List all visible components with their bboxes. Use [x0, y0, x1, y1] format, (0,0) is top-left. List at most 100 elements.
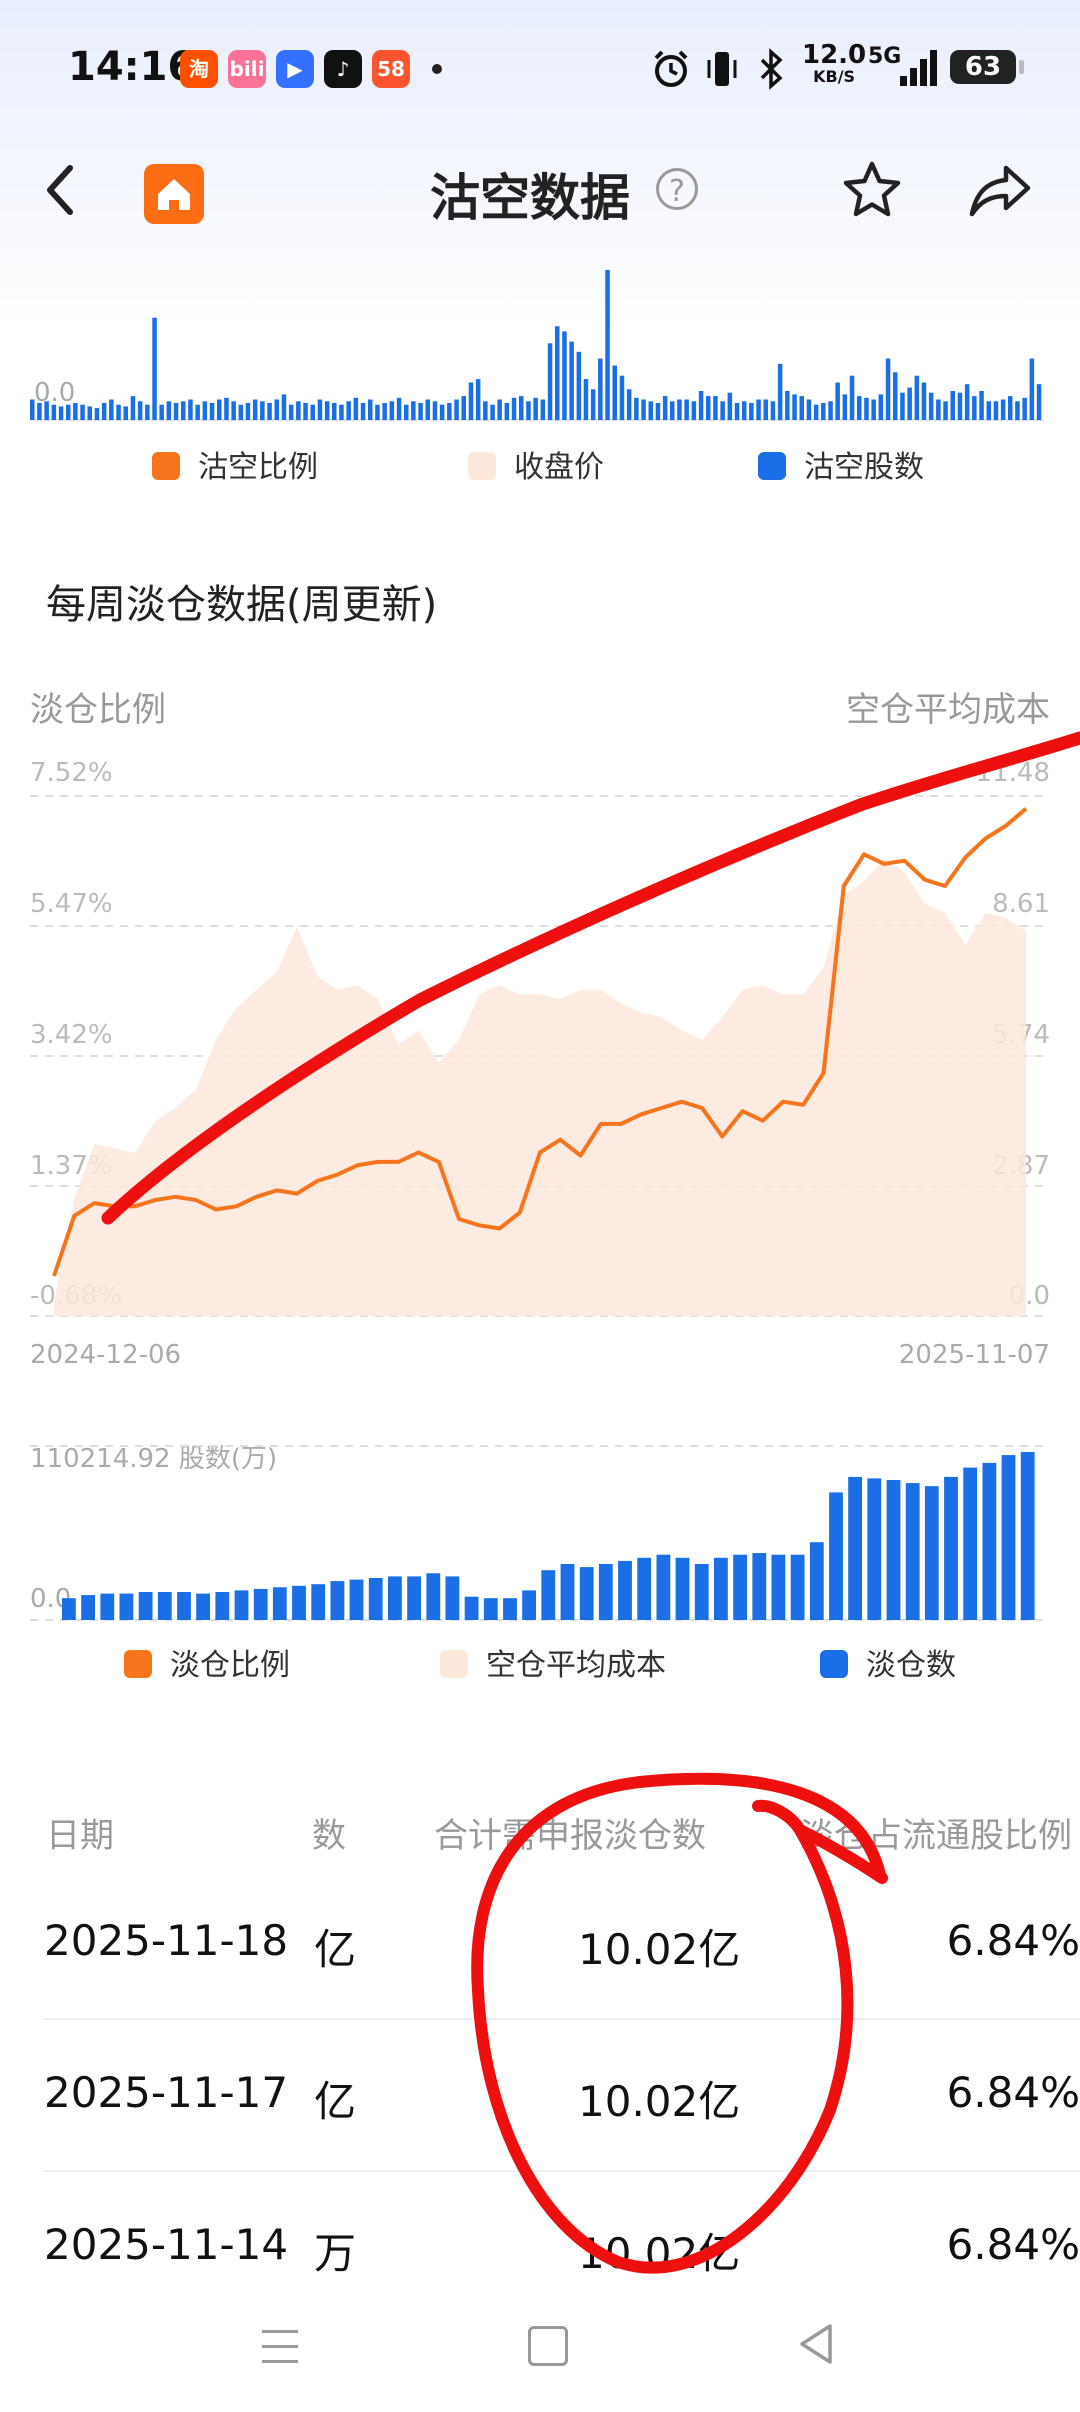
- weekly-section-title: 每周淡仓数据(周更新): [46, 582, 438, 628]
- daily-short-bar: [346, 401, 351, 421]
- daily-chart-baseline-label: 0.0: [34, 378, 76, 408]
- weekly-short-bar: [714, 1557, 728, 1620]
- daily-short-bar: [73, 403, 78, 420]
- daily-short-bar: [533, 397, 538, 420]
- daily-short-bar: [353, 397, 359, 420]
- recent-apps-button[interactable]: [262, 2330, 298, 2375]
- more-notifications-dot: [432, 64, 442, 74]
- daily-short-bar: [202, 401, 208, 421]
- home-icon: [158, 179, 190, 210]
- weekly-short-bar: [867, 1478, 882, 1620]
- daily-short-bar: [928, 392, 934, 420]
- home-button[interactable]: [144, 164, 204, 224]
- table-header-total[interactable]: 合计需申报淡仓数: [434, 1816, 706, 1856]
- daily-short-bar: [87, 406, 92, 420]
- daily-short-bar: [605, 270, 610, 420]
- daily-short-bar: [396, 397, 402, 420]
- weekly-short-bar: [733, 1554, 747, 1620]
- table-header-date[interactable]: 日期: [46, 1816, 114, 1856]
- weekly-short-bar: [924, 1486, 939, 1620]
- left-tick: 5.47%: [30, 889, 113, 919]
- system-home-button[interactable]: [528, 2326, 568, 2366]
- weekly-short-bar: [196, 1593, 210, 1620]
- daily-short-bar: [598, 358, 603, 420]
- legend-short-shares[interactable]: 沽空股数: [758, 448, 924, 488]
- favorite-star-icon[interactable]: [840, 158, 904, 222]
- daily-short-bar: [893, 372, 898, 420]
- weekly-short-bar: [982, 1462, 997, 1620]
- right-axis-name: 空仓平均成本: [846, 690, 1050, 730]
- legend-close-price[interactable]: 收盘价: [468, 448, 604, 488]
- weekly-short-bar: [598, 1564, 613, 1620]
- row-unit: 亿: [314, 2077, 357, 2126]
- table-row[interactable]: 2025-11-17 亿 10.02亿 6.84%: [44, 2022, 1080, 2172]
- daily-short-bar: [907, 387, 912, 420]
- system-back-button[interactable]: [796, 2322, 836, 2366]
- weekly-chart-legend: 淡仓比例 空仓平均成本 淡仓数: [0, 1646, 1080, 1686]
- daily-short-bar: [317, 399, 323, 420]
- row-ratio: 6.84%: [946, 1916, 1080, 1965]
- daily-short-bar: [921, 382, 927, 420]
- daily-short-bar: [849, 375, 855, 420]
- weekly-short-bar: [541, 1570, 556, 1620]
- daily-short-bar: [382, 403, 387, 420]
- signal-strength-icon: [900, 50, 937, 86]
- daily-short-bar: [864, 397, 869, 420]
- row-unit: 万: [314, 2229, 357, 2278]
- daily-short-bar: [245, 403, 251, 420]
- daily-short-bar: [777, 363, 783, 421]
- daily-short-bar: [468, 382, 474, 420]
- legend-weekly-cost[interactable]: 空仓平均成本: [440, 1646, 666, 1686]
- row-date: 2025-11-14: [44, 2220, 289, 2269]
- daily-short-bar: [986, 401, 991, 421]
- weekly-short-bar: [388, 1576, 402, 1620]
- share-icon[interactable]: [966, 156, 1036, 226]
- daily-short-bar: [519, 396, 524, 420]
- daily-short-bar: [130, 396, 136, 420]
- row-ratio: 6.84%: [946, 2068, 1080, 2117]
- daily-short-bar: [310, 404, 315, 420]
- status-time: 14:16: [68, 44, 196, 90]
- row-divider: [44, 2170, 1080, 2172]
- daily-short-bar: [152, 317, 157, 420]
- daily-short-bar: [590, 389, 596, 420]
- back-arrow-icon[interactable]: [40, 160, 80, 220]
- 58-app-icon: 58: [372, 50, 410, 88]
- daily-short-bar: [447, 403, 452, 420]
- daily-short-bar: [993, 401, 999, 421]
- daily-short-bar: [425, 399, 430, 420]
- daily-short-bar: [123, 406, 128, 420]
- legend-weekly-ratio[interactable]: 淡仓比例: [124, 1646, 290, 1686]
- daily-short-bar: [490, 404, 495, 420]
- table-row[interactable]: 2025-11-14 万 10.02亿 6.84%: [44, 2174, 1080, 2290]
- daily-short-bar: [432, 401, 438, 421]
- weekly-short-bar: [579, 1567, 594, 1620]
- weekly-short-bar: [905, 1483, 920, 1620]
- daily-short-bar: [742, 401, 747, 421]
- weekly-short-bar: [1001, 1455, 1016, 1620]
- daily-short-bar: [612, 365, 617, 420]
- weekly-short-bar: [177, 1592, 191, 1620]
- table-row[interactable]: 2025-11-18 亿 10.02亿 6.84%: [44, 1870, 1080, 2020]
- weekly-short-bar: [100, 1593, 115, 1620]
- daily-short-bar: [511, 397, 517, 420]
- daily-short-bar: [145, 404, 150, 420]
- table-header-ratio[interactable]: 淡仓占流通股比例: [800, 1816, 1072, 1856]
- weekly-short-bar: [522, 1590, 536, 1620]
- daily-short-bar: [569, 341, 574, 420]
- daily-short-bar: [504, 403, 510, 420]
- taobao-app-icon: 淘: [180, 50, 218, 88]
- table-header-count[interactable]: 数: [312, 1816, 346, 1856]
- daily-short-bar: [411, 401, 416, 421]
- daily-short-bar: [66, 404, 71, 420]
- daily-short-bar: [274, 399, 279, 420]
- legend-short-ratio[interactable]: 沽空比例: [152, 448, 318, 488]
- legend-swatch: [820, 1649, 848, 1678]
- daily-short-bar: [101, 403, 107, 420]
- legend-weekly-count[interactable]: 淡仓数: [820, 1646, 956, 1686]
- daily-short-bar: [821, 403, 826, 420]
- help-icon[interactable]: ?: [656, 168, 698, 210]
- daily-short-bar: [332, 403, 337, 420]
- daily-short-bar: [698, 391, 704, 420]
- legend-swatch: [758, 451, 786, 480]
